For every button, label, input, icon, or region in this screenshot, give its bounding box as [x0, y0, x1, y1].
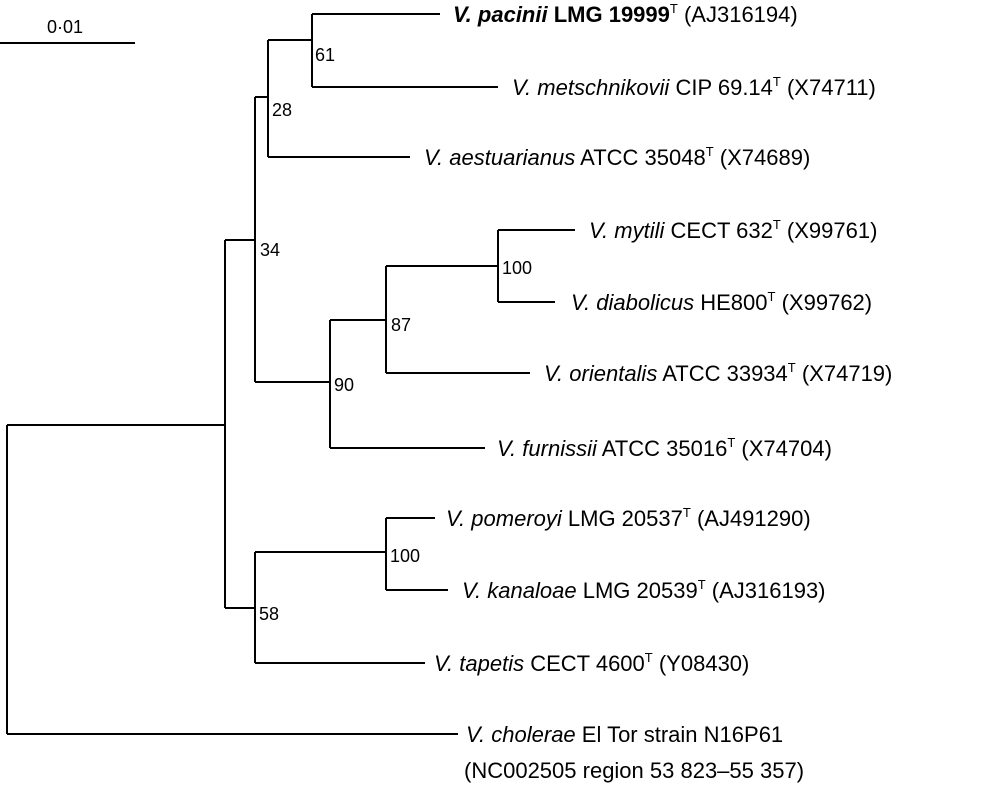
strain: LMG 19999: [554, 2, 670, 27]
taxon-label-diabolicus: V. diabolicus HE800T (X99762): [571, 289, 872, 315]
taxon-label-orientalis: V. orientalis ATCC 33934T (X74719): [544, 360, 892, 386]
accession-number: (X99762): [782, 290, 873, 315]
species-name: kanaloae: [487, 578, 576, 603]
taxon-label-metschnikovii: V. metschnikovii CIP 69.14T (X74711): [512, 74, 876, 100]
bootstrap-value: 28: [272, 100, 292, 120]
genus: V.: [462, 578, 481, 603]
strain: CIP 69.14: [675, 75, 772, 100]
accession-number: (X74711): [787, 75, 876, 100]
species-name: aestuarianus: [449, 145, 575, 170]
type-strain-mark: T: [768, 289, 776, 304]
genus: V.: [453, 2, 472, 27]
strain: CECT 4600: [530, 651, 645, 676]
strain: LMG 20539: [583, 578, 698, 603]
type-strain-mark: T: [670, 1, 678, 16]
genus: V.: [544, 361, 563, 386]
genus: V.: [589, 218, 608, 243]
type-strain-mark: T: [773, 74, 781, 89]
strain: LMG 20537: [568, 506, 683, 531]
strain: ATCC 33934: [662, 361, 788, 386]
type-strain-mark: T: [727, 435, 735, 450]
taxon-label-pacinii: V. pacinii LMG 19999T (AJ316194): [453, 1, 798, 27]
taxon-label-mytili: V. mytili CECT 632T (X99761): [589, 217, 877, 243]
bootstrap-value: 90: [334, 375, 354, 395]
accession-number: (X74689): [720, 145, 811, 170]
scale-bar: 0·01: [0, 17, 135, 44]
species-name: pomeroyi: [470, 506, 563, 531]
taxon-label-cholerae: V. cholerae El Tor strain N16P61: [466, 722, 783, 747]
type-strain-mark: T: [788, 360, 796, 375]
taxon-label-pomeroyi: V. pomeroyi LMG 20537T (AJ491290): [446, 505, 811, 531]
genus: V.: [571, 290, 590, 315]
type-strain-mark: T: [698, 577, 706, 592]
bootstrap-value: 58: [259, 604, 279, 624]
genus: V.: [512, 75, 531, 100]
strain: CECT 632: [671, 218, 773, 243]
bootstrap-value: 100: [390, 546, 420, 566]
species-name: diabolicus: [596, 290, 694, 315]
bootstrap-value: 34: [260, 240, 280, 260]
accession-number: (AJ316193): [712, 578, 826, 603]
strain: ATCC 35048: [580, 145, 706, 170]
species-name: orientalis: [569, 361, 657, 386]
species-name: tapetis: [459, 651, 524, 676]
type-strain-mark: T: [706, 144, 714, 159]
species-name: pacinii: [477, 2, 549, 27]
accession-number: (AJ316194): [684, 2, 798, 27]
taxon-label-furnissii: V. furnissii ATCC 35016T (X74704): [497, 435, 832, 461]
accession-number: (AJ491290): [697, 506, 811, 531]
accession-number: (Y08430): [659, 651, 750, 676]
species-name: furnissii: [522, 436, 598, 461]
bootstrap-values: 61 28 34 100 87 90 100 58: [259, 45, 532, 624]
genus: V.: [497, 436, 516, 461]
taxon-label-tapetis: V. tapetis CECT 4600T (Y08430): [434, 650, 749, 676]
taxon-labels: V. pacinii LMG 19999T (AJ316194) V. mets…: [424, 1, 892, 783]
scale-bar-label: 0·01: [47, 17, 83, 37]
bootstrap-value: 61: [315, 45, 335, 65]
strain: ATCC 35016: [602, 436, 728, 461]
species-name: metschnikovii: [537, 75, 670, 100]
genus: V.: [424, 145, 443, 170]
strain: El Tor strain N16P61: [582, 722, 783, 747]
accession-number: (X74719): [802, 361, 893, 386]
type-strain-mark: T: [683, 505, 691, 520]
accession-number: (X99761): [787, 218, 878, 243]
species-name: cholerae: [491, 722, 575, 747]
bootstrap-value: 87: [391, 315, 411, 335]
tree-branches: [6, 13, 575, 735]
genus: V.: [446, 506, 465, 531]
taxon-label-aestuarianus: V. aestuarianus ATCC 35048T (X74689): [424, 144, 810, 170]
type-strain-mark: T: [645, 650, 653, 665]
taxon-label-kanaloae: V. kanaloae LMG 20539T (AJ316193): [462, 577, 826, 603]
taxon-label-cholerae-region: (NC002505 region 53 823–55 357): [464, 758, 804, 783]
bootstrap-value: 100: [502, 258, 532, 278]
genus: V.: [434, 651, 453, 676]
species-name: mytili: [614, 218, 665, 243]
genus: V.: [466, 722, 485, 747]
strain: HE800: [700, 290, 767, 315]
type-strain-mark: T: [773, 217, 781, 232]
accession-number: (X74704): [741, 436, 832, 461]
